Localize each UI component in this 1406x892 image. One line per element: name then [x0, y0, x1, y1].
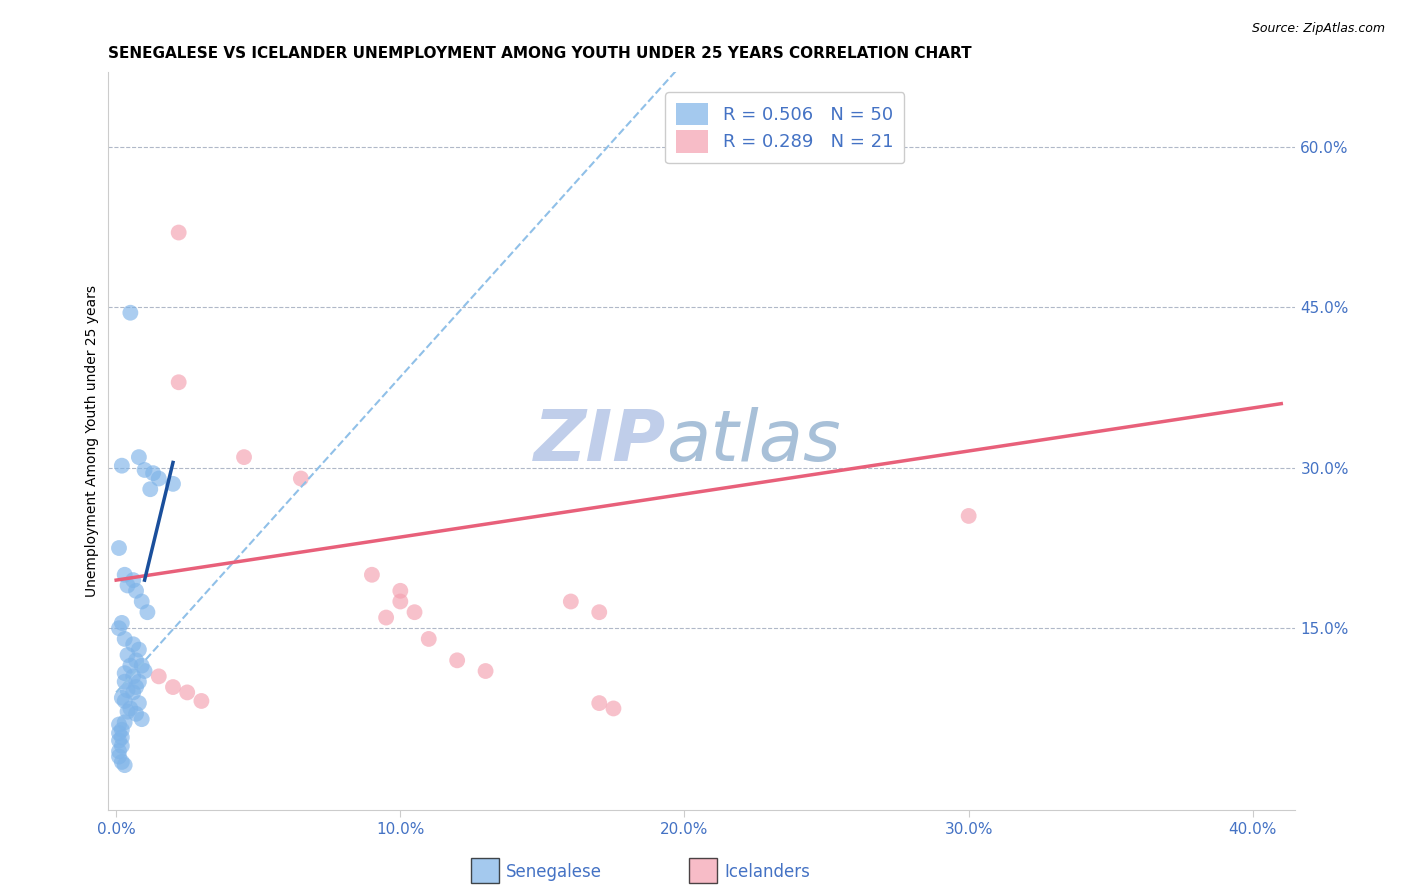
Point [148, 669, 170, 683]
Point [134, 463, 156, 477]
Point [114, 666, 136, 681]
Point [108, 717, 131, 731]
Point [418, 632, 440, 646]
Point [128, 674, 150, 689]
Point [474, 664, 496, 678]
Text: SENEGALESE VS ICELANDER UNEMPLOYMENT AMONG YOUTH UNDER 25 YEARS CORRELATION CHAR: SENEGALESE VS ICELANDER UNEMPLOYMENT AMO… [108, 46, 972, 62]
Point [162, 680, 184, 694]
Legend: R = 0.506   N = 50, R = 0.289   N = 21: R = 0.506 N = 50, R = 0.289 N = 21 [665, 92, 904, 163]
Point [117, 578, 139, 592]
Point [125, 653, 148, 667]
Point [389, 594, 412, 608]
Point [122, 669, 145, 683]
Point [114, 674, 136, 689]
Point [131, 658, 153, 673]
Point [957, 508, 980, 523]
Point [290, 471, 312, 485]
Point [131, 712, 153, 726]
Point [128, 696, 150, 710]
Point [128, 450, 150, 464]
Point [122, 685, 145, 699]
Point [389, 583, 412, 598]
Point [162, 476, 184, 491]
Point [117, 683, 139, 698]
Point [114, 632, 136, 646]
Point [108, 733, 131, 747]
Point [167, 226, 190, 240]
Point [114, 715, 136, 730]
Point [111, 755, 134, 769]
Point [588, 605, 610, 619]
Point [134, 664, 156, 678]
Point [560, 594, 582, 608]
Point [128, 642, 150, 657]
Text: atlas: atlas [666, 407, 841, 475]
Point [114, 694, 136, 708]
Point [361, 567, 384, 582]
Point [125, 680, 148, 694]
Point [122, 637, 145, 651]
Y-axis label: Unemployment Among Youth under 25 years: Unemployment Among Youth under 25 years [86, 285, 100, 597]
Point [111, 615, 134, 630]
Point [120, 701, 142, 715]
Point [108, 744, 131, 758]
Point [142, 466, 165, 480]
Point [111, 690, 134, 705]
Point [111, 458, 134, 473]
Text: Icelanders: Icelanders [724, 863, 810, 881]
Point [167, 376, 190, 390]
Point [136, 605, 159, 619]
Point [111, 723, 134, 737]
Point [117, 648, 139, 662]
Text: Source: ZipAtlas.com: Source: ZipAtlas.com [1251, 22, 1385, 36]
Point [122, 573, 145, 587]
Point [139, 482, 162, 496]
Point [108, 749, 131, 764]
Point [125, 706, 148, 721]
Point [446, 653, 468, 667]
Point [114, 758, 136, 772]
Point [148, 471, 170, 485]
Point [125, 583, 148, 598]
Text: Senegalese: Senegalese [506, 863, 602, 881]
Point [111, 731, 134, 745]
Point [176, 685, 198, 699]
Point [114, 567, 136, 582]
Point [111, 739, 134, 753]
Point [131, 594, 153, 608]
Text: ZIP: ZIP [534, 407, 666, 475]
Point [108, 541, 131, 555]
Point [108, 621, 131, 635]
Point [108, 726, 131, 740]
Point [588, 696, 610, 710]
Point [120, 658, 142, 673]
Point [602, 701, 624, 715]
Point [404, 605, 426, 619]
Point [233, 450, 256, 464]
Point [190, 694, 212, 708]
Point [120, 306, 142, 320]
Point [117, 705, 139, 719]
Point [375, 610, 398, 624]
